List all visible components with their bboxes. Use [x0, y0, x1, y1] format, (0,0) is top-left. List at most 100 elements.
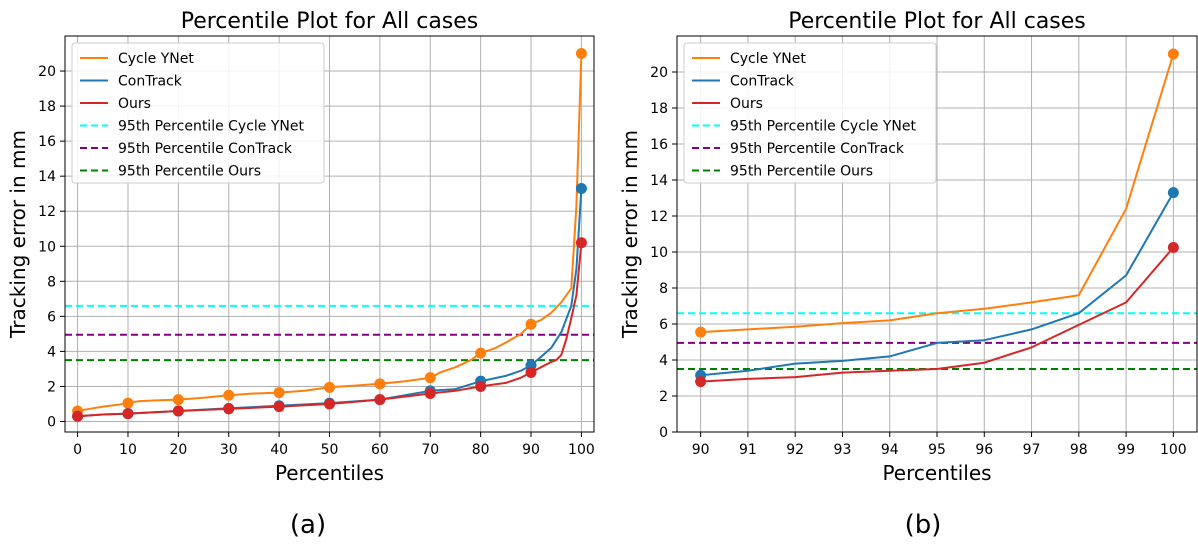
y-tick-label: 6: [659, 317, 668, 333]
plot-frame: [64, 35, 595, 433]
x-tick-label: 100: [568, 442, 595, 458]
x-tick-label: 30: [220, 442, 238, 458]
series-line: [700, 53, 1175, 334]
y-tick-label: 12: [650, 209, 668, 225]
x-tick-label: 99: [1117, 442, 1135, 458]
x-tick-label: 93: [834, 442, 852, 458]
y-tick-label: 18: [650, 101, 668, 117]
x-tick-label: 100: [1160, 442, 1187, 458]
series-marker: [575, 48, 587, 60]
x-tick-label: 80: [472, 442, 490, 458]
plot-frame: [676, 35, 1198, 433]
legend-label: 95th Percentile Cycle YNet: [118, 119, 304, 135]
y-tick-label: 4: [659, 353, 668, 369]
series-marker: [324, 381, 335, 393]
legend-label: ConTrack: [118, 74, 183, 90]
legend-label: ConTrack: [730, 74, 795, 90]
legend-label: Cycle YNet: [118, 51, 194, 67]
series-marker: [72, 410, 84, 422]
x-axis-label: Percentiles: [275, 461, 384, 485]
chart-title: Percentile Plot for All cases: [788, 9, 1086, 34]
series-marker: [122, 408, 134, 420]
y-tick-label: 10: [38, 239, 56, 255]
series-marker: [1167, 48, 1179, 60]
series-marker: [1167, 242, 1179, 253]
legend-label: 95th Percentile Cycle YNet: [730, 119, 916, 135]
x-tick-label: 95: [928, 442, 946, 458]
series-marker: [374, 394, 386, 406]
series-marker: [273, 401, 285, 413]
series-marker: [172, 394, 184, 406]
chart-title: Percentile Plot for All cases: [181, 9, 479, 34]
series-marker: [475, 380, 487, 392]
y-tick-label: 12: [38, 204, 56, 220]
chart-b: Percentile Plot for All cases 90 91 92 93 94 9…: [618, 9, 1198, 540]
y-tick-label: 2: [47, 379, 56, 395]
legend-box: [683, 42, 937, 184]
series-marker: [122, 397, 134, 409]
x-tick-label: 91: [739, 442, 757, 458]
series-line: [77, 242, 583, 418]
y-tick-label: 2: [659, 389, 668, 405]
legend-label: Ours: [730, 96, 763, 112]
y-axis-label: Tracking error in mm: [618, 130, 642, 339]
series-marker: [273, 387, 285, 399]
legend-label: 95th Percentile Ours: [730, 164, 873, 180]
x-tick-label: 70: [421, 442, 439, 458]
legend-label: Cycle YNet: [730, 51, 806, 67]
x-tick-label: 60: [371, 442, 389, 458]
y-tick-label: 14: [650, 173, 668, 189]
subfigure-caption: (a): [290, 510, 326, 540]
y-tick-label: 14: [38, 169, 56, 185]
y-tick-label: 6: [47, 309, 56, 325]
series-marker: [575, 182, 587, 194]
y-tick-label: 0: [47, 414, 56, 430]
y-tick-label: 0: [659, 425, 668, 441]
series-marker: [695, 326, 707, 338]
series-line: [77, 53, 583, 412]
series-line: [700, 192, 1175, 377]
y-tick-label: 16: [38, 134, 56, 150]
y-tick-label: 8: [659, 281, 668, 297]
y-tick-label: 18: [38, 99, 56, 115]
y-tick-label: 10: [650, 245, 668, 261]
series-marker: [424, 372, 436, 384]
legend-label: 95th Percentile ConTrack: [730, 141, 905, 157]
x-tick-label: 90: [522, 442, 540, 458]
x-tick-label: 94: [881, 442, 899, 458]
x-tick-label: 0: [73, 442, 82, 458]
series-line: [700, 246, 1175, 383]
y-tick-label: 20: [650, 65, 668, 81]
series-marker: [172, 405, 184, 417]
series-marker: [695, 376, 707, 388]
subfigure-caption: (b): [905, 510, 942, 540]
x-tick-label: 20: [169, 442, 187, 458]
series-marker: [223, 389, 235, 401]
series-marker: [223, 403, 235, 415]
x-tick-label: 90: [692, 442, 710, 458]
series-marker: [525, 366, 537, 378]
series-marker: [324, 398, 335, 410]
x-tick-label: 92: [786, 442, 804, 458]
series-marker: [525, 318, 537, 330]
series-marker: [575, 237, 587, 249]
y-tick-label: 4: [47, 344, 56, 360]
x-tick-label: 98: [1070, 442, 1088, 458]
y-tick-label: 16: [650, 137, 668, 153]
x-axis-label: Percentiles: [882, 461, 991, 485]
series-marker: [1167, 187, 1179, 199]
legend-label: Ours: [118, 96, 151, 112]
legend-label: 95th Percentile ConTrack: [118, 141, 293, 157]
legend-box: [71, 42, 325, 184]
y-tick-label: 8: [47, 274, 56, 290]
x-tick-label: 10: [119, 442, 137, 458]
series-marker: [374, 378, 386, 390]
y-axis-label: Tracking error in mm: [6, 130, 30, 339]
series-marker: [475, 347, 487, 359]
x-tick-label: 96: [975, 442, 993, 458]
y-tick-label: 20: [38, 64, 56, 80]
series-marker: [424, 387, 436, 399]
x-tick-label: 40: [270, 442, 288, 458]
